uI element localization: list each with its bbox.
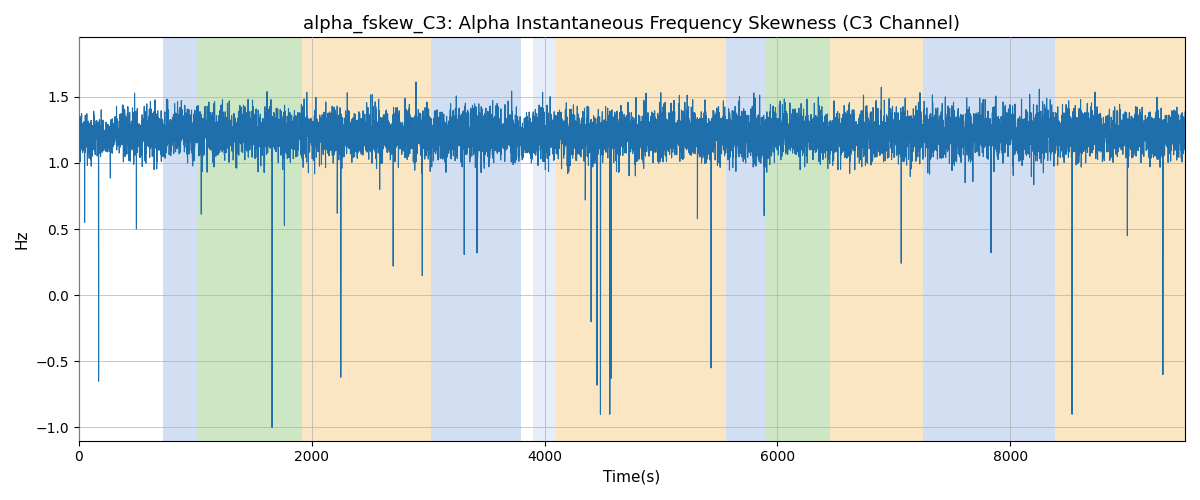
Bar bbox=[431, 38, 521, 440]
Y-axis label: Hz: Hz bbox=[14, 230, 30, 249]
Bar bbox=[766, 38, 830, 440]
X-axis label: Time(s): Time(s) bbox=[604, 470, 660, 485]
Bar bbox=[302, 38, 431, 440]
Bar bbox=[163, 38, 198, 440]
Bar bbox=[726, 38, 766, 440]
Title: alpha_fskew_C3: Alpha Instantaneous Frequency Skewness (C3 Channel): alpha_fskew_C3: Alpha Instantaneous Freq… bbox=[304, 15, 960, 34]
Bar bbox=[533, 38, 557, 440]
Bar bbox=[1055, 38, 1196, 440]
Bar bbox=[557, 38, 726, 440]
Bar bbox=[198, 38, 302, 440]
Bar bbox=[923, 38, 1055, 440]
Bar bbox=[830, 38, 923, 440]
